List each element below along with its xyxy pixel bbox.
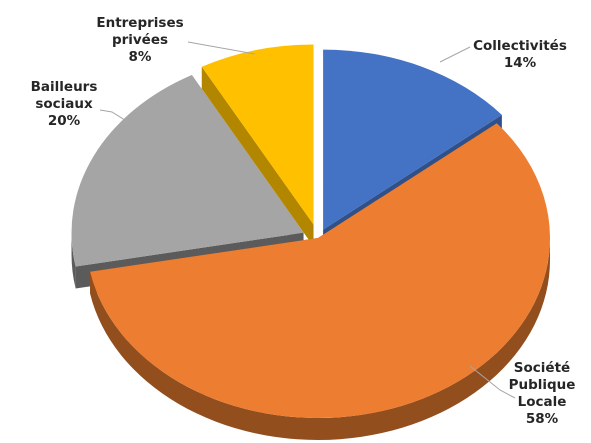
leader-line-bailleurs-sociaux [99,109,137,128]
data-label-name: Locale [518,394,567,410]
data-label-value: 14% [504,55,537,71]
data-label-value: 20% [48,113,81,129]
slice-top-societe-publique-locale [90,123,550,419]
slice-top-entreprises-privees [201,44,314,225]
pie-slices [71,44,550,440]
data-label-name: sociaux [35,96,93,112]
data-label-name: Entreprises [96,15,183,31]
leader-line-societe-publique-locale [469,365,516,399]
slice-top-collectivites [323,49,502,230]
leader-line-entreprises-privees [187,41,256,55]
slice-edge-bailleurs-sociaux [71,232,76,289]
data-label-value: 8% [129,49,152,65]
slice-wall-entreprises-privees-start [201,66,314,247]
data-label-name: Publique [509,377,576,393]
slice-societe-publique-locale [90,123,550,440]
leader-line-collectivites [439,46,471,63]
data-label-name: privées [112,32,168,48]
slice-entreprises-privees [201,44,314,247]
data-label-name: Collectivités [473,38,567,54]
data-label-name: Société [514,360,570,376]
leader-lines [99,41,516,399]
data-label-name: Bailleurs [31,79,98,95]
data-label-value: 58% [526,411,559,427]
